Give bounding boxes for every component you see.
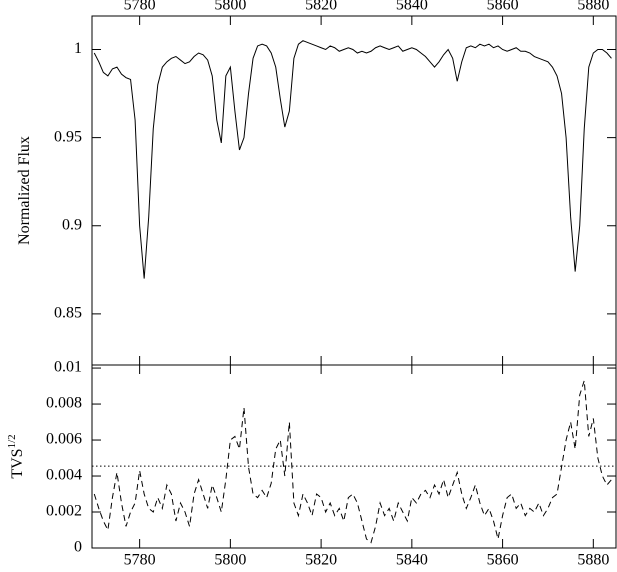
x-tick-label: 5840 [396, 0, 428, 14]
x-tick-label: 5780 [124, 0, 156, 14]
y-axis-label-sup: 1/2 [6, 434, 18, 448]
y-tick-label: 0.006 [46, 431, 82, 448]
y-tick-label: 1 [74, 40, 82, 57]
x-tick-label: 5800 [214, 552, 246, 569]
x-tick-label: 5820 [305, 552, 337, 569]
y-axis-label: Normalized Flux [16, 136, 33, 245]
x-tick-label: 5800 [214, 0, 246, 14]
x-tick-label: 5780 [124, 552, 156, 569]
x-tick-label: 5880 [577, 0, 609, 14]
x-tick-label: 5820 [305, 0, 337, 14]
x-tick-label: 5840 [396, 552, 428, 569]
x-tick-label: 5860 [487, 552, 519, 569]
y-axis-label-text: Normalized Flux [16, 136, 33, 245]
x-tick-label: 5880 [577, 552, 609, 569]
y-tick-label: 0.004 [46, 467, 82, 484]
y-axis-label-text: TVS [9, 448, 26, 478]
y-tick-label: 0.9 [62, 216, 82, 233]
y-tick-label: 0.01 [54, 359, 82, 376]
y-tick-label: 0.008 [46, 395, 82, 412]
data-line [93, 380, 612, 544]
plot-frame [91, 364, 617, 549]
plot-frame [91, 15, 617, 366]
y-axis-label: TVS1/2 [6, 434, 26, 478]
y-tick-label: 0.85 [54, 305, 82, 322]
data-line [93, 40, 612, 279]
x-tick-label: 5860 [487, 0, 519, 14]
y-tick-label: 0.95 [54, 128, 82, 145]
y-tick-label: 0 [74, 539, 82, 556]
y-tick-label: 0.002 [46, 503, 82, 520]
